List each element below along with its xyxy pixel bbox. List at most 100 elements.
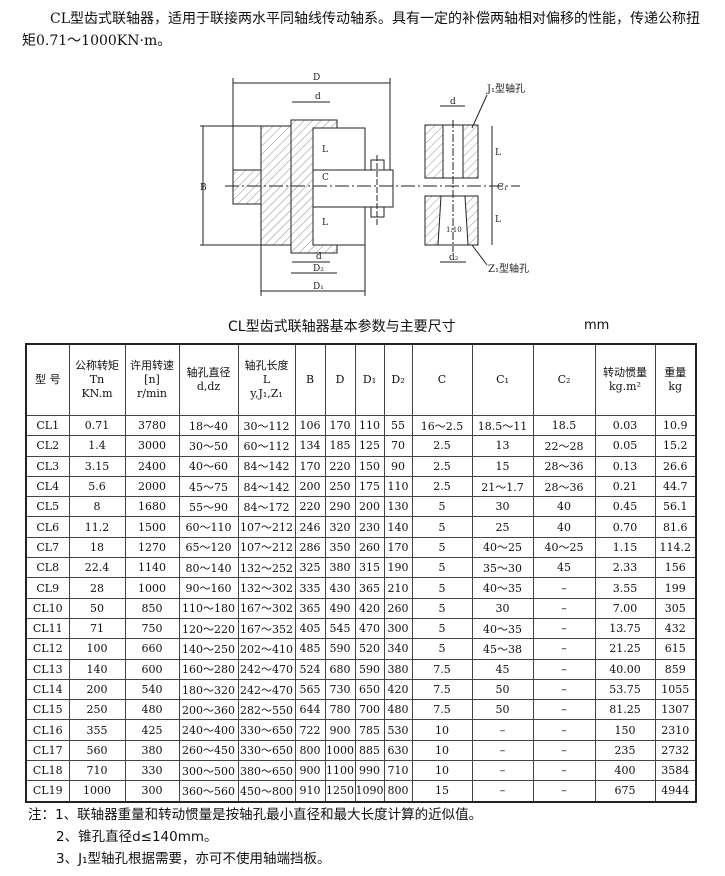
- table-cell: 2000: [124, 475, 180, 498]
- table-cell: 13.75: [594, 617, 656, 640]
- table-row: CL15 250 480 200～360 282～550 644 780 700 480 7.5 5…: [25, 699, 697, 721]
- table-cell: CL7: [25, 536, 70, 559]
- table-cell: 53.75: [594, 678, 656, 701]
- table-cell: –: [532, 699, 596, 721]
- table-cell: 380: [324, 557, 356, 579]
- column-header: 许用转速 [n] r/min: [124, 343, 180, 416]
- table-cell: 100: [68, 638, 126, 660]
- table-row: CL4 5.6 2000 45～75 84～142 200 250 175 110 2.5 21～1…: [25, 475, 697, 498]
- table-cell: 480: [383, 699, 413, 721]
- table-cell: 565: [294, 678, 326, 701]
- table-cell: 335: [294, 577, 326, 599]
- column-header: C₂: [532, 343, 596, 416]
- table-cell: 1140: [124, 557, 180, 579]
- table-cell: 3584: [654, 760, 697, 782]
- table-cell: 3.55: [594, 577, 656, 599]
- table-cell: 885: [354, 739, 385, 762]
- table-cell: 45～75: [178, 475, 239, 498]
- table-cell: 30: [471, 597, 534, 619]
- table-cell: 7.5: [411, 678, 473, 701]
- table-cell: 242～470: [237, 678, 296, 701]
- column-header: C₁: [471, 343, 534, 416]
- table-cell: 107～212: [237, 536, 296, 559]
- label-D1: D₁: [313, 282, 324, 292]
- table-cell: 110～180: [178, 597, 239, 619]
- table-cell: 675: [594, 780, 656, 803]
- table-cell: 785: [354, 719, 385, 741]
- label-D: D: [313, 73, 320, 83]
- table-row: CL8 22.4 1140 80～140 132～252 325 380 315 190 5 35～…: [25, 557, 697, 579]
- table-cell: 2.5: [411, 475, 473, 498]
- table-cell: 722: [294, 719, 326, 741]
- table-cell: CL1: [25, 414, 70, 437]
- table-cell: CL18: [25, 760, 70, 782]
- table-cell: 132～252: [237, 557, 296, 579]
- table-cell: –: [471, 719, 534, 741]
- table-cell: 90: [383, 455, 413, 477]
- table-row: CL1 0.71 3780 18～40 30～112 106 170 110 55 16～2.5 1…: [25, 414, 697, 437]
- note-1: 注：1、联轴器重量和转动惯量是按轴孔最小直径和最大长度计算的近似值。: [28, 807, 483, 823]
- table-cell: 40.00: [594, 658, 656, 680]
- column-header-line: r/min: [137, 387, 167, 400]
- table-cell: 22.4: [68, 557, 126, 579]
- label-L-top: L: [322, 145, 328, 155]
- table-cell: 305: [654, 597, 697, 619]
- table-cell: 242～470: [237, 658, 296, 680]
- table-cell: 1500: [124, 516, 180, 538]
- table-cell: 260～450: [178, 739, 239, 762]
- table-cell: 10: [411, 739, 473, 762]
- table-cell: 5: [411, 597, 473, 619]
- table-row: CL5 8 1680 55～90 84～172 220 290 200 130 5 30 40 0.45…: [25, 496, 697, 518]
- table-cell: –: [471, 739, 534, 762]
- table-cell: 365: [354, 577, 385, 599]
- table-cell: 1680: [124, 496, 180, 518]
- table-cell: 700: [354, 699, 385, 721]
- table-cell: 850: [124, 597, 180, 619]
- coupling-drawing: D d B L L C d D₂ D₁ d d₂ L L C₁ 1:10 J₁型…: [200, 73, 529, 296]
- table-cell: 1.4: [68, 435, 126, 457]
- column-header-line: kg.m²: [608, 380, 642, 393]
- note-3: 3、J₁型轴孔根据需要，亦可不使用轴端挡板。: [56, 851, 331, 867]
- table-cell: 185: [324, 435, 356, 457]
- column-header-line: y,J₁,Z₁: [250, 387, 283, 400]
- table-cell: 470: [354, 617, 385, 640]
- table-cell: 84～142: [237, 455, 296, 477]
- table-cell: 300: [383, 617, 413, 640]
- table-row: CL6 11.2 1500 60～110 107～212 246 320 230 140 5 25 4…: [25, 516, 697, 538]
- table-cell: 5: [411, 516, 473, 538]
- column-header: 转动惯量 kg.m²: [594, 343, 656, 416]
- table-cell: 18: [68, 536, 126, 559]
- label-d: d: [315, 92, 321, 102]
- table-cell: 13: [471, 435, 534, 457]
- table-cell: –: [471, 760, 534, 782]
- label-j1-hole: J₁型轴孔: [486, 82, 525, 95]
- label-C: C: [322, 173, 329, 183]
- table-cell: 18～40: [178, 414, 239, 437]
- table-cell: 250: [324, 475, 356, 498]
- table-cell: 2400: [124, 455, 180, 477]
- table-cell: 530: [383, 719, 413, 741]
- table-cell: CL6: [25, 516, 70, 538]
- table-cell: 1250: [324, 780, 356, 803]
- table-cell: –: [532, 719, 596, 741]
- column-header-line: d,dz: [196, 380, 221, 393]
- table-cell: 230: [354, 516, 385, 538]
- column-header-line: [n]: [144, 373, 160, 386]
- table-cell: 120～220: [178, 617, 239, 640]
- table-cell: 540: [124, 678, 180, 701]
- table-cell: 3780: [124, 414, 180, 437]
- table-cell: 106: [294, 414, 326, 437]
- table-cell: CL9: [25, 577, 70, 599]
- column-header-line: 轴孔长度: [244, 359, 289, 372]
- table-cell: 432: [654, 617, 697, 640]
- table-cell: 56.1: [654, 496, 697, 518]
- column-header-line: C₂: [557, 373, 571, 386]
- table-unit: mm: [584, 318, 610, 333]
- table-cell: 0.71: [68, 414, 126, 437]
- table-cell: 325: [294, 557, 326, 579]
- table-cell: 282～550: [237, 699, 296, 721]
- label-taper: 1:10: [446, 226, 462, 234]
- table-cell: 320: [324, 516, 356, 538]
